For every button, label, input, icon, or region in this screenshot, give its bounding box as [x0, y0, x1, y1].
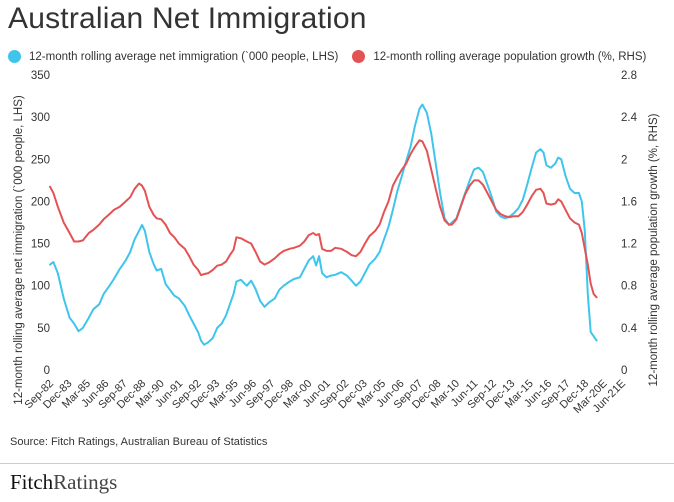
source-note: Source: Fitch Ratings, Australian Bureau…: [10, 436, 268, 448]
y-right-tick-label: 1.2: [621, 239, 637, 251]
legend-label-immigration: 12-month rolling average net immigration…: [29, 50, 339, 63]
legend-item-population: 12-month rolling average population grow…: [352, 50, 646, 63]
y-left-tick-label: 250: [31, 154, 50, 166]
legend-swatch-immigration: [8, 50, 21, 63]
legend-swatch-population: [352, 50, 366, 63]
series-line-population: [49, 139, 598, 299]
y-left-tick-label: 300: [31, 112, 50, 124]
legend-label-population: 12-month rolling average population grow…: [373, 50, 647, 63]
line-chart: 0 50 100 150 200 250 300 350 0 0.4 0.8 1.2 1.6 2 2.4 2.…: [13, 70, 660, 416]
footer-divider: [0, 463, 674, 464]
chart-title: Australian Net Immigration: [8, 2, 367, 35]
series-line-immigration: [49, 103, 598, 346]
y-right-tick-label: 2: [621, 154, 627, 166]
brand-logo: FitchRatings: [10, 470, 118, 494]
y-left-tick-label: 50: [37, 323, 50, 335]
y-right-tick-label: 0.4: [621, 323, 638, 335]
legend: 12-month rolling average net immigration…: [8, 50, 660, 63]
y-right-tick-label: 0: [621, 365, 627, 377]
y-left-tick-label: 350: [31, 70, 50, 82]
y-left-tick-label: 0: [44, 365, 50, 377]
y-right-tick-label: 2.8: [621, 70, 637, 82]
y-right-tick-label: 2.4: [621, 112, 638, 124]
y-left-tick-label: 150: [31, 239, 50, 251]
y-left-tick-label: 200: [31, 196, 50, 208]
y-left-axis-title: 12-month rolling average net immigration…: [13, 95, 25, 405]
y-right-axis-title: 12-month rolling average population grow…: [648, 113, 660, 386]
y-right-tick-label: 0.8: [621, 281, 637, 293]
legend-item-immigration: 12-month rolling average net immigration…: [8, 50, 338, 63]
y-right-tick-label: 1.6: [621, 196, 637, 208]
y-left-tick-label: 100: [31, 281, 50, 293]
